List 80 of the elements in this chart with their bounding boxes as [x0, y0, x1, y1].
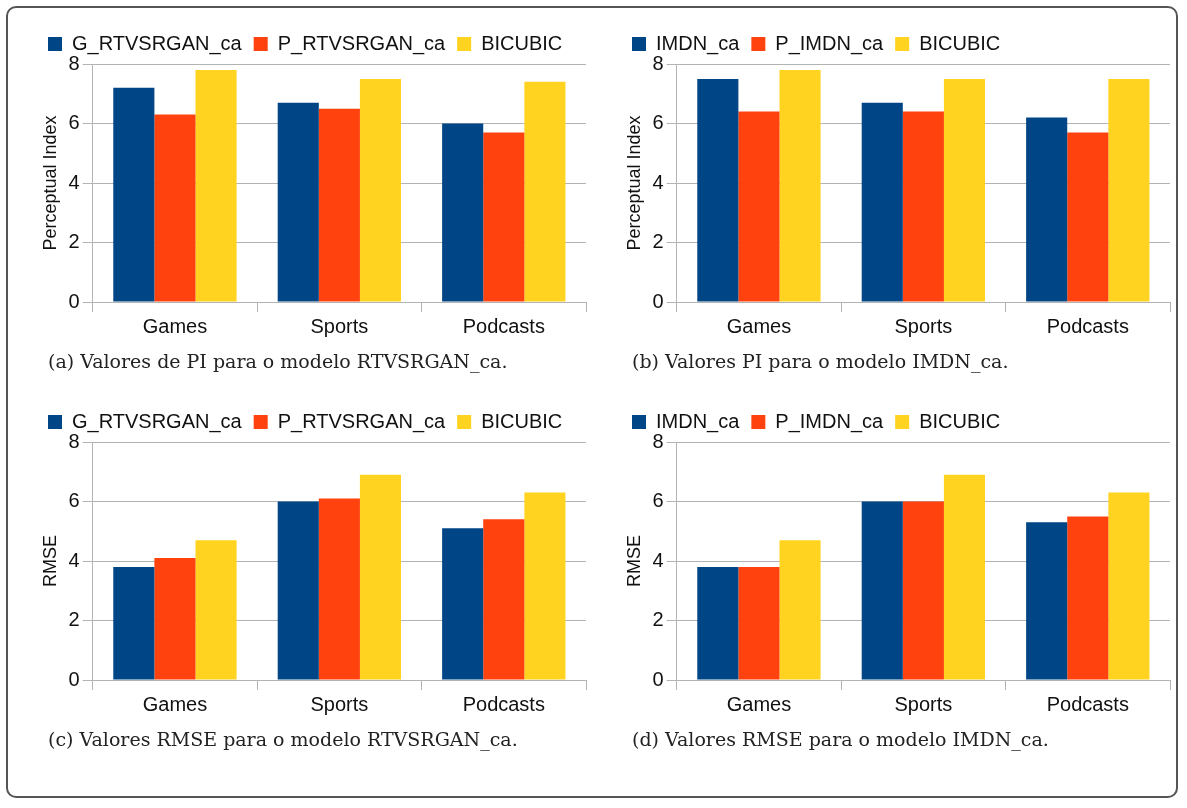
- legend-label: P_IMDN_ca: [775, 409, 885, 433]
- y-tick-label: 6: [68, 111, 80, 134]
- x-tick-label: Sports: [894, 314, 953, 337]
- y-axis-title: Perceptual Index: [623, 115, 644, 251]
- x-tick-label: Games: [726, 692, 792, 715]
- bar: [738, 566, 780, 680]
- y-tick-label: 0: [68, 289, 80, 312]
- bar: [524, 492, 566, 680]
- y-tick-label: 6: [652, 489, 664, 512]
- y-tick-label: 4: [68, 548, 80, 571]
- legend-label: P_IMDN_ca: [775, 31, 885, 55]
- bar: [861, 102, 903, 302]
- bar: [277, 102, 319, 302]
- y-axis-title: RMSE: [39, 534, 60, 588]
- x-tick-label: Podcasts: [462, 692, 545, 715]
- bar: [943, 474, 986, 680]
- bar: [483, 132, 525, 302]
- legend-label: BICUBIC: [919, 31, 1001, 54]
- bar: [861, 501, 903, 680]
- y-tick-label: 2: [652, 608, 664, 631]
- bar: [902, 111, 944, 302]
- bar: [697, 566, 739, 680]
- bar: [154, 114, 196, 302]
- y-tick-label: 6: [652, 111, 664, 134]
- legend-label: BICUBIC: [919, 409, 1001, 432]
- bar: [738, 111, 780, 302]
- y-axis-title: Perceptual Index: [39, 115, 60, 251]
- y-tick-label: 6: [68, 489, 80, 512]
- x-tick-label: Sports: [310, 692, 369, 715]
- bar: [442, 123, 484, 302]
- y-tick-label: 4: [652, 548, 664, 571]
- bar: [318, 498, 360, 680]
- y-axis-title: RMSE: [623, 534, 644, 588]
- bar: [1026, 117, 1068, 302]
- bar: [1067, 132, 1109, 302]
- bar: [195, 69, 237, 302]
- bar: [697, 78, 739, 302]
- bar: [1067, 516, 1109, 680]
- legend-label: P_RTVSRGAN_ca: [277, 31, 447, 55]
- x-tick-label: Podcasts: [462, 314, 545, 337]
- legend-label: BICUBIC: [481, 31, 563, 54]
- x-tick-label: Podcasts: [1046, 314, 1129, 337]
- bar: [359, 474, 402, 680]
- bar: [779, 540, 821, 680]
- text: (b) Valores PI para o modelo IMDN_ca.: [631, 350, 1010, 372]
- bar: [779, 69, 821, 302]
- bar: [318, 108, 360, 302]
- bar: [154, 558, 196, 680]
- bar: [902, 501, 944, 680]
- bar: [1108, 78, 1150, 302]
- bar: [1108, 492, 1150, 680]
- text: (c) Valores RMSE para o modelo RTVSRGAN_ca.: [47, 728, 519, 750]
- bar: [483, 519, 525, 680]
- y-tick-label: 2: [68, 608, 80, 631]
- x-tick-label: Sports: [310, 314, 369, 337]
- y-tick-label: 0: [652, 289, 664, 312]
- x-tick-label: Games: [142, 314, 208, 337]
- y-tick-label: 0: [68, 667, 80, 690]
- x-tick-label: Sports: [894, 692, 953, 715]
- y-tick-label: 4: [652, 170, 664, 193]
- bar: [113, 87, 155, 302]
- bar: [943, 78, 986, 302]
- bar: [113, 566, 155, 680]
- bar: [524, 81, 566, 302]
- bar: [277, 501, 319, 680]
- legend-label: BICUBIC: [481, 409, 563, 432]
- x-tick-label: Games: [726, 314, 792, 337]
- x-tick-label: Podcasts: [1046, 692, 1129, 715]
- y-tick-label: 2: [652, 230, 664, 253]
- bar: [1026, 522, 1068, 680]
- bar: [442, 528, 484, 680]
- legend-label: P_RTVSRGAN_ca: [277, 409, 447, 433]
- y-tick-label: 4: [68, 170, 80, 193]
- y-tick-label: 0: [652, 667, 664, 690]
- text: (a) Valores de PI para o modelo RTVSRGAN_ca.: [47, 350, 509, 372]
- text: (d) Valores RMSE para o modelo IMDN_ca.: [631, 728, 1050, 750]
- y-tick-label: 2: [68, 230, 80, 253]
- bar: [195, 540, 237, 680]
- x-tick-label: Games: [142, 692, 208, 715]
- bar: [359, 78, 402, 302]
